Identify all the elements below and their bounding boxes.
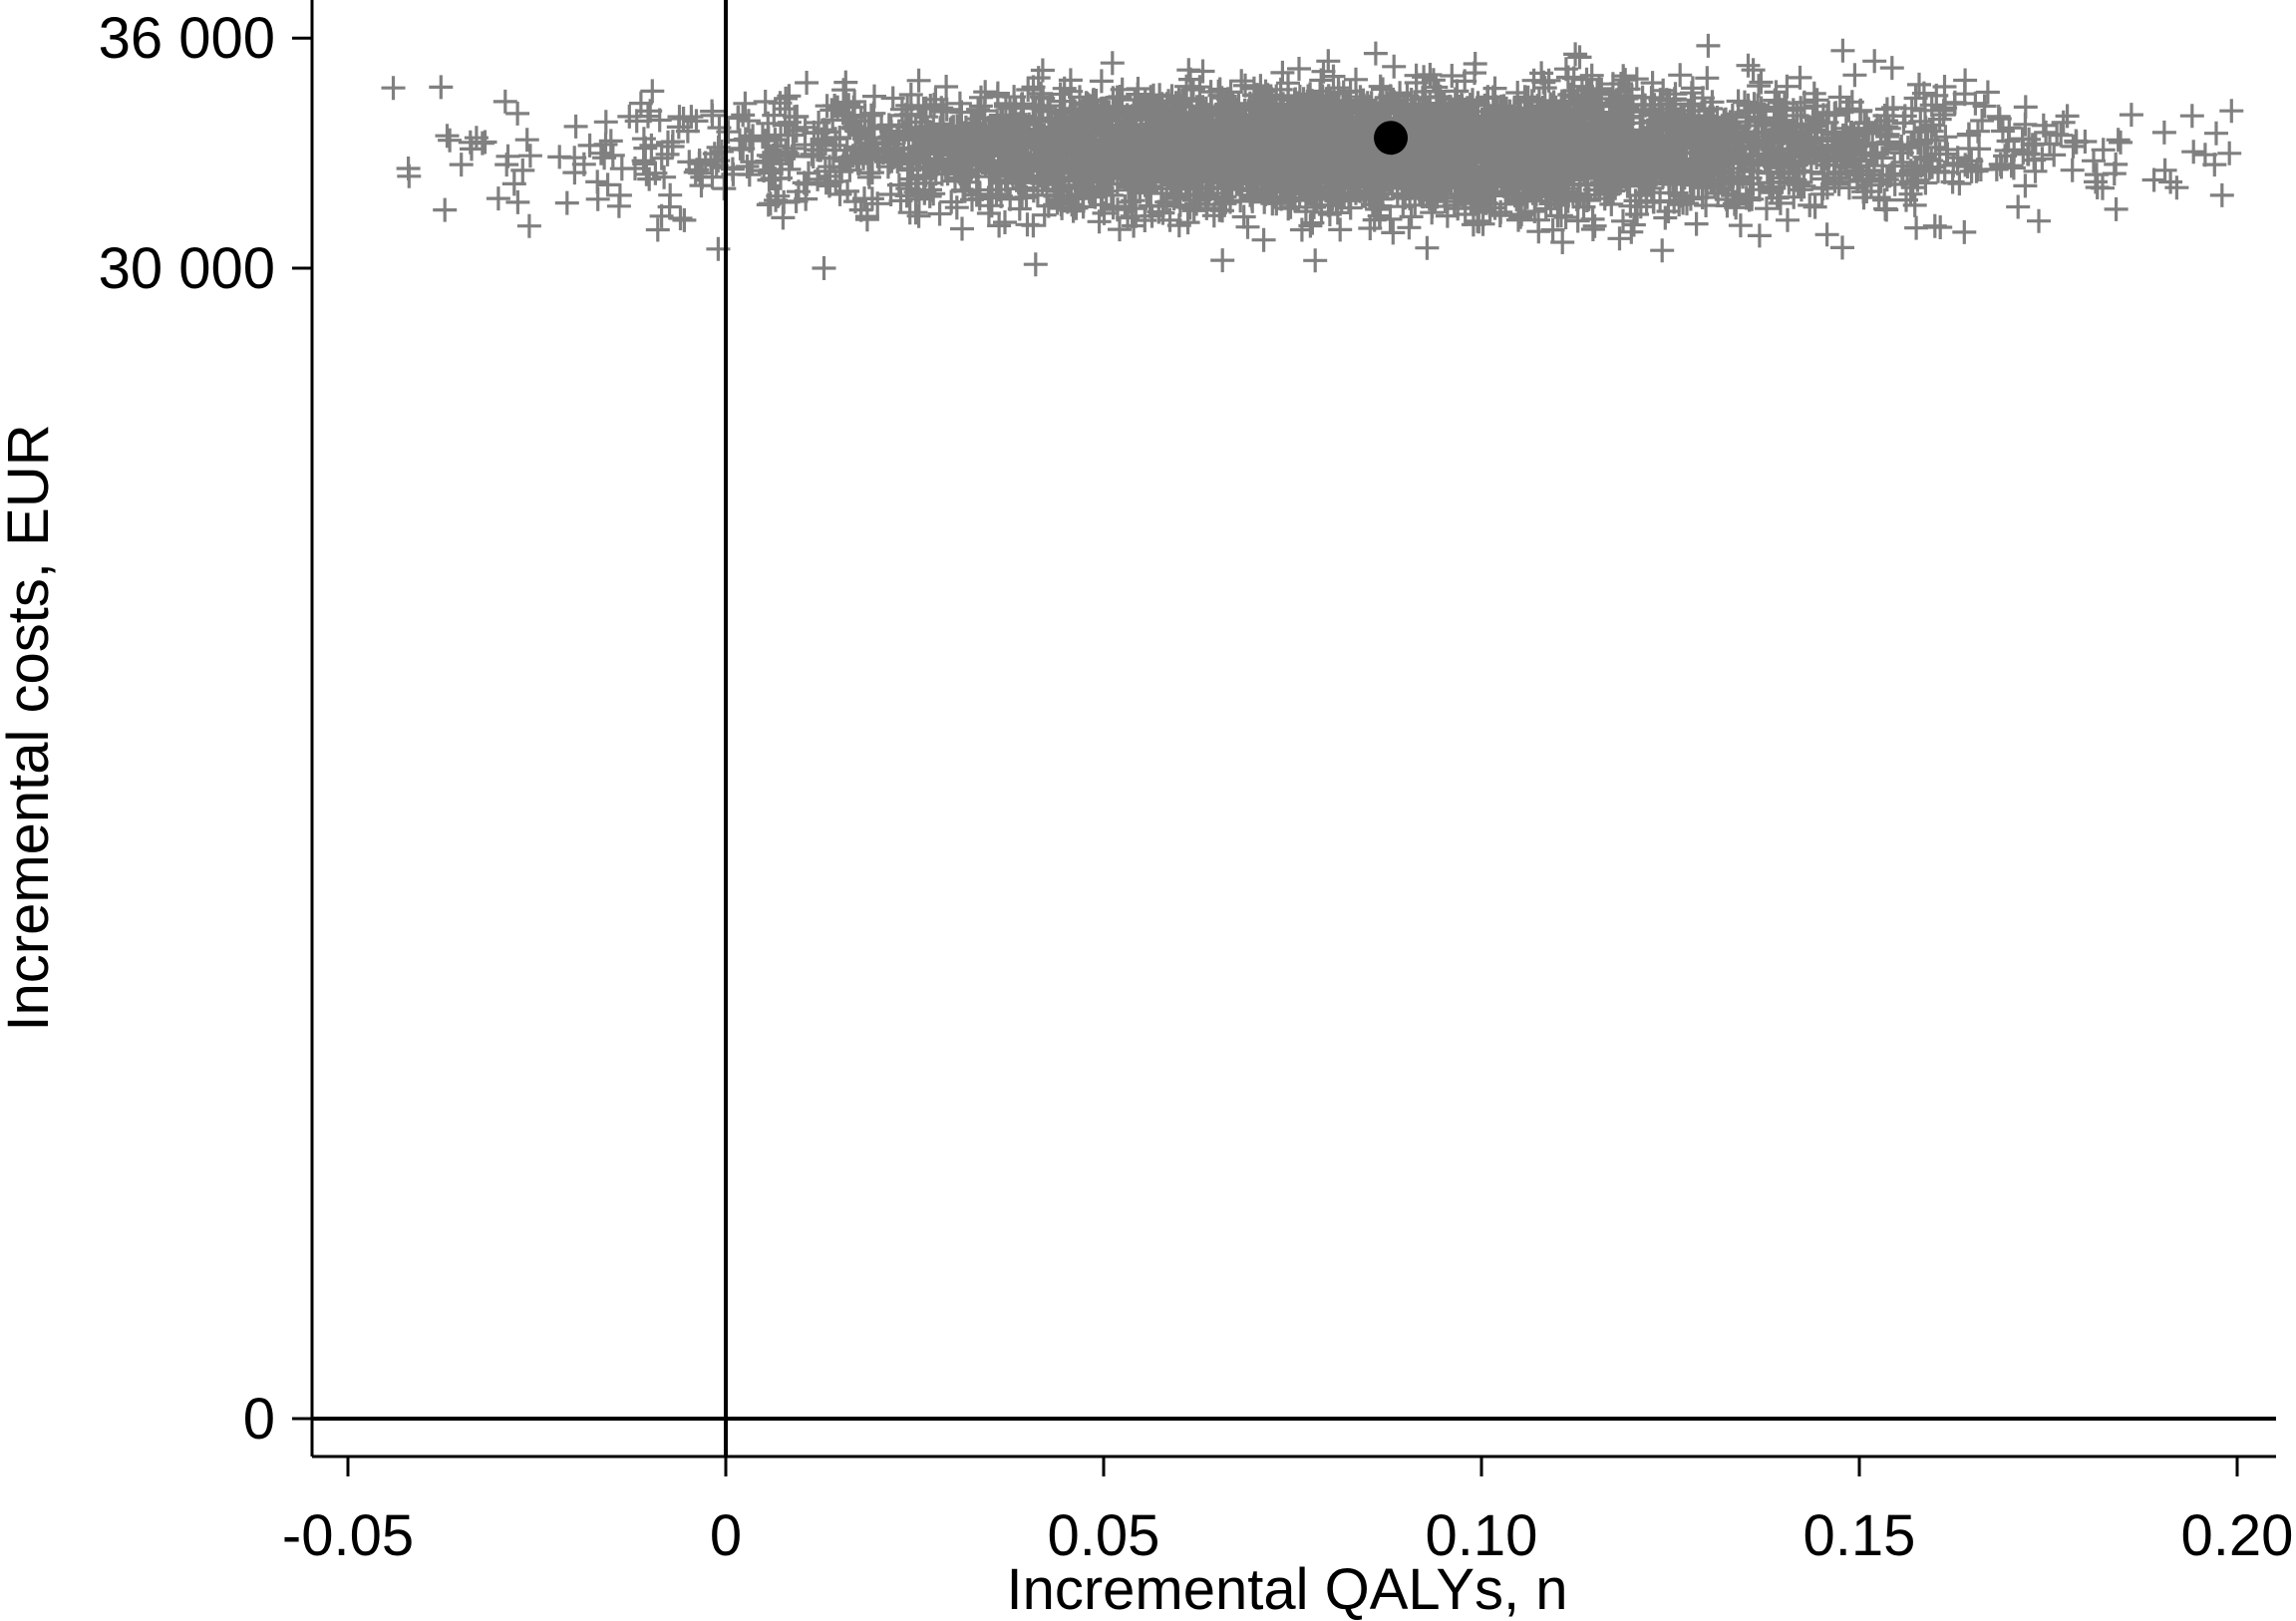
x-tick-label: 0.20 bbox=[2181, 1503, 2294, 1568]
y-axis-title: Incremental costs, EUR bbox=[0, 424, 61, 1031]
x-tick-label: 0.05 bbox=[1048, 1503, 1160, 1568]
bootstrap-cloud bbox=[381, 33, 2244, 280]
x-tick-label: 0 bbox=[710, 1503, 742, 1568]
y-tick-label: 0 bbox=[243, 1387, 275, 1452]
x-tick-label: 0.15 bbox=[1804, 1503, 1916, 1568]
x-tick-label: -0.05 bbox=[282, 1503, 414, 1568]
point-estimate-layer bbox=[1374, 121, 1409, 156]
point-estimate-marker bbox=[1374, 121, 1409, 156]
bootstrap-plus-markers bbox=[381, 33, 2244, 280]
x-tick-label: 0.10 bbox=[1426, 1503, 1538, 1568]
y-tick-label: 30 000 bbox=[99, 236, 275, 301]
reference-lines bbox=[312, 0, 2276, 1457]
x-axis-title: Incremental QALYs, n bbox=[1006, 1557, 1567, 1621]
y-tick-label: 36 000 bbox=[99, 6, 275, 71]
